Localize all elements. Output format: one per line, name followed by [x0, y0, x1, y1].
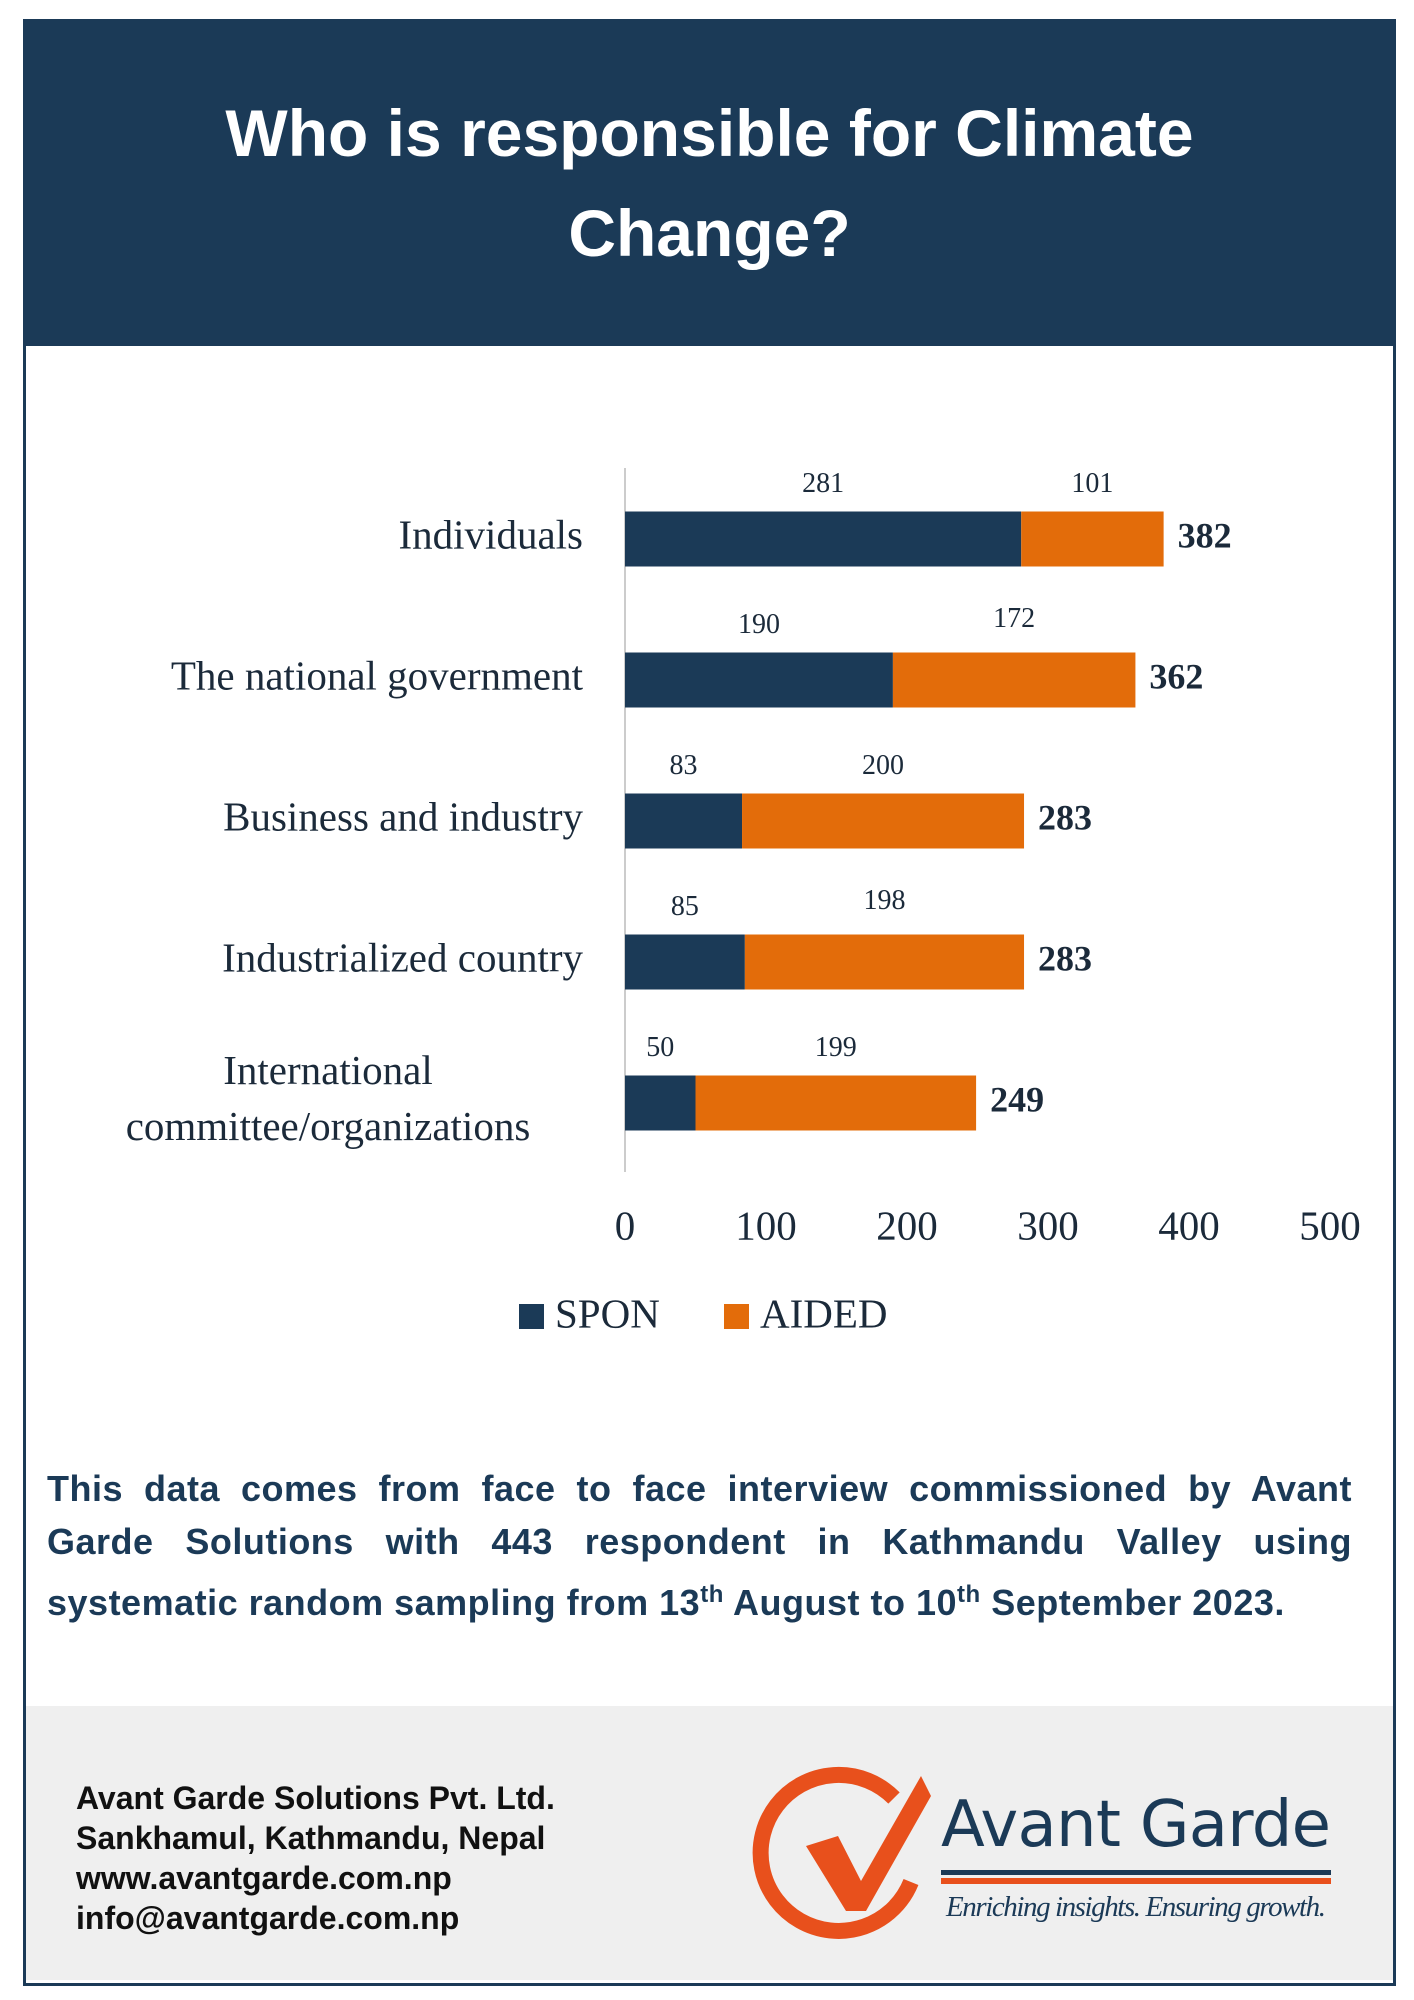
total-label: 362 — [1149, 656, 1203, 696]
logo-rule — [941, 1878, 1331, 1884]
note-sup: th — [957, 1581, 981, 1608]
total-label: 283 — [1038, 797, 1092, 837]
x-tick-label: 300 — [1017, 1202, 1079, 1248]
bar-segment — [625, 511, 1022, 567]
bar-segment — [625, 1075, 696, 1131]
value-label: 101 — [1071, 468, 1113, 499]
bar-segment — [695, 1075, 977, 1131]
value-label: 198 — [863, 885, 905, 916]
category-label: Individuals — [399, 511, 583, 557]
address-line: www.avantgarde.com.np — [76, 1860, 452, 1896]
value-label: 200 — [862, 750, 904, 781]
bar-segment — [744, 934, 1025, 990]
footer: Avant Garde Solutions Pvt. Ltd. Sankhamu… — [26, 1706, 1393, 1980]
bar-segment — [625, 793, 743, 849]
logo-ring — [752, 1767, 919, 1939]
logo: Avant Garde Enriching insights. Ensuring… — [752, 1767, 1331, 1939]
chart: 0 100 200 300 400 500 Individuals 281 101 382 The … — [126, 468, 1361, 1336]
bar-segment — [742, 793, 1025, 849]
legend-swatch — [519, 1304, 544, 1329]
note-text: August to 10 — [723, 1582, 958, 1623]
value-label: 281 — [802, 468, 844, 499]
category-label: International committee/organizations — [126, 1047, 531, 1149]
category-label: Business and industry — [223, 793, 583, 839]
footnote: This data comes from face to face interv… — [47, 1462, 1352, 1629]
logo-rule — [941, 1870, 1331, 1875]
x-tick-label: 0 — [615, 1202, 636, 1248]
x-tick-label: 100 — [735, 1202, 797, 1248]
total-label: 249 — [990, 1079, 1044, 1119]
value-label: 190 — [738, 609, 780, 640]
value-label: 85 — [671, 891, 699, 922]
x-tick-label: 200 — [876, 1202, 938, 1248]
value-label: 83 — [670, 750, 698, 781]
category-label: Industrialized country — [222, 934, 583, 980]
logo-tagline: Enriching insights. Ensuring growth. — [945, 1891, 1326, 1923]
address: Avant Garde Solutions Pvt. Ltd. Sankhamu… — [76, 1778, 555, 1938]
value-label: 50 — [646, 1032, 674, 1063]
address-line: info@avantgarde.com.np — [76, 1900, 460, 1936]
bar-segment — [1021, 511, 1164, 567]
x-tick-label: 500 — [1299, 1202, 1361, 1248]
value-label: 199 — [815, 1032, 857, 1063]
address-line: Avant Garde Solutions Pvt. Ltd. — [76, 1780, 555, 1816]
total-label: 382 — [1178, 515, 1232, 555]
category-label: The national government — [171, 652, 584, 698]
bar-segment — [625, 934, 745, 990]
note-sup: th — [700, 1581, 724, 1608]
bar-segment — [625, 652, 893, 708]
legend-label: AIDED — [760, 1290, 888, 1336]
legend-label: SPON — [555, 1290, 660, 1336]
logo-check — [806, 1776, 931, 1911]
logo-name: Avant Garde — [941, 1788, 1331, 1862]
legend-swatch — [724, 1304, 749, 1329]
bar-segment — [892, 652, 1136, 708]
value-label: 172 — [993, 603, 1035, 634]
category-line: International — [223, 1047, 432, 1093]
title: Who is responsible for Climate Change? — [225, 95, 1194, 270]
address-line: Sankhamul, Kathmandu, Nepal — [76, 1820, 546, 1856]
note-text: This data comes from face to face interv… — [47, 1468, 1352, 1623]
note-text: September 2023. — [980, 1582, 1285, 1623]
total-label: 283 — [1038, 938, 1092, 978]
header: Who is responsible for Climate Change? — [23, 19, 1396, 346]
category-line: committee/organizations — [126, 1103, 531, 1149]
x-tick-label: 400 — [1158, 1202, 1220, 1248]
